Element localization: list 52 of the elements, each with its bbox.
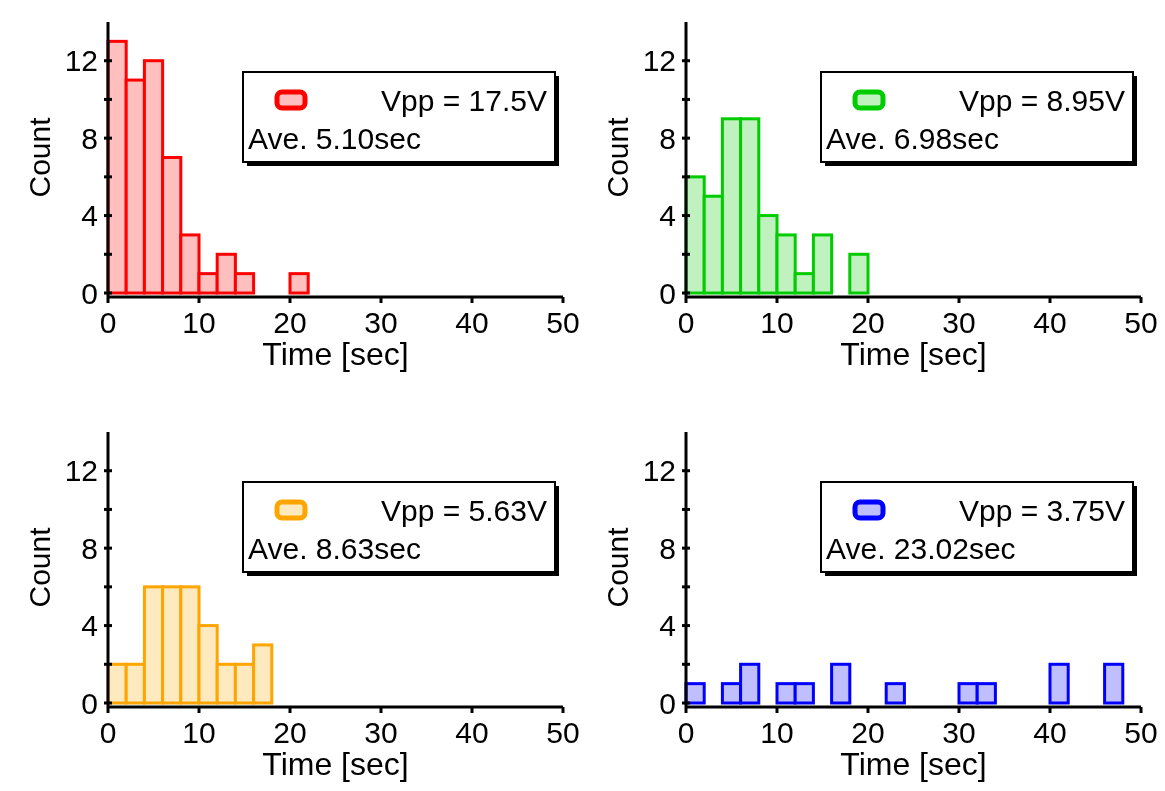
y-axis-title: Count	[23, 526, 56, 608]
x-tick-label: 50	[546, 306, 580, 339]
y-tick-label: 8	[81, 121, 98, 155]
x-tick-label: 10	[182, 306, 216, 339]
y-tick-label: 0	[659, 276, 676, 310]
x-tick-label: 40	[1033, 306, 1067, 339]
y-tick-label: 12	[64, 44, 98, 78]
y-tick-label: 12	[642, 44, 676, 78]
y-tick-label: 8	[659, 121, 676, 155]
x-tick-label: 30	[364, 306, 398, 339]
x-tick-label: 20	[273, 716, 307, 749]
text: Vpp = 17.5V	[381, 83, 547, 117]
x-tick-label: 40	[455, 716, 489, 749]
y-axis-title: Count	[601, 526, 634, 608]
y-tick-label: 4	[659, 609, 676, 643]
y-axis-title: Count	[601, 116, 634, 198]
x-tick-label: 10	[760, 716, 794, 749]
y-tick-label: 0	[81, 686, 98, 720]
x-tick-label: 50	[1124, 716, 1158, 749]
x-tick-label: 20	[273, 306, 307, 339]
y-axis-title: Count	[23, 116, 56, 198]
x-tick-label: 20	[851, 306, 885, 339]
text: Vpp = 5.63V	[381, 493, 547, 527]
y-tick-label: 4	[81, 199, 98, 233]
x-tick-label: 20	[851, 716, 885, 749]
y-tick-label: 12	[642, 454, 676, 488]
x-tick-label: 10	[760, 306, 794, 339]
annotation: Ave. 23.02sec	[826, 531, 1016, 565]
y-tick-label: 4	[81, 609, 98, 643]
y-tick-label: 8	[81, 531, 98, 565]
y-tick-label: 0	[659, 686, 676, 720]
y-tick-label: 12	[64, 454, 98, 488]
x-tick-label: 40	[455, 306, 489, 339]
y-tick-label: 0	[81, 276, 98, 310]
x-tick-label: 30	[942, 306, 976, 339]
x-axis-title: Time [sec]	[262, 746, 409, 782]
x-axis-title: Time [sec]	[840, 746, 987, 782]
y-tick-label: 8	[659, 531, 676, 565]
x-axis-title: Time [sec]	[840, 336, 987, 372]
y-tick-label: 4	[659, 199, 676, 233]
x-tick-label: 30	[364, 716, 398, 749]
x-tick-label: 50	[1124, 306, 1158, 339]
x-tick-label: 30	[942, 716, 976, 749]
x-tick-label: 10	[182, 716, 216, 749]
x-tick-label: 40	[1033, 716, 1067, 749]
annotation: Ave. 6.98sec	[826, 121, 999, 155]
annotation: Ave. 5.10sec	[248, 121, 421, 155]
annotation: Ave. 8.63sec	[248, 531, 421, 565]
x-axis-title: Time [sec]	[262, 336, 409, 372]
x-tick-label: 50	[546, 716, 580, 749]
text: Vpp = 3.75V	[959, 493, 1125, 527]
text: Vpp = 8.95V	[959, 83, 1125, 117]
